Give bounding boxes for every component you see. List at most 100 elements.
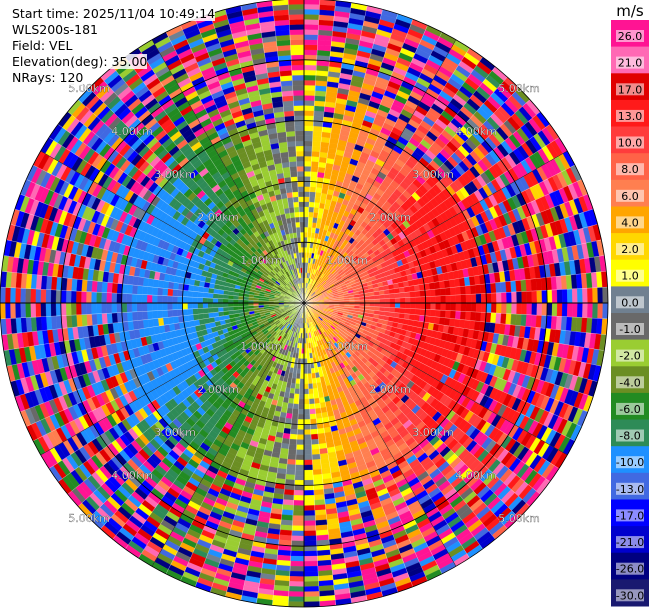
velocity-gate	[369, 302, 376, 307]
velocity-gate	[303, 150, 313, 157]
velocity-gate	[287, 448, 297, 455]
velocity-gate	[308, 388, 314, 395]
velocity-gate	[303, 110, 315, 116]
velocity-gate	[420, 302, 426, 310]
velocity-gate	[465, 294, 472, 304]
velocity-gate	[303, 221, 309, 228]
velocity-gate	[282, 499, 294, 506]
velocity-gate	[405, 302, 411, 309]
velocity-gate	[303, 520, 316, 527]
velocity-gate	[541, 302, 548, 316]
velocity-gate	[506, 302, 512, 315]
velocity-gate	[465, 285, 472, 295]
velocity-gate	[294, 485, 305, 491]
velocity-gate	[303, 565, 319, 572]
velocity-gate	[566, 288, 573, 304]
velocity-gate	[602, 302, 609, 320]
velocity-gate	[285, 412, 293, 420]
velocity-gate	[379, 298, 386, 304]
velocity-gate	[399, 292, 406, 299]
velocity-gate	[289, 433, 298, 440]
velocity-gate	[364, 299, 371, 304]
velocity-gate	[546, 302, 553, 317]
velocity-gate	[286, 464, 296, 471]
velocity-gate	[298, 398, 305, 405]
velocity-gate	[290, 428, 298, 435]
velocity-gate	[303, 368, 308, 375]
velocity-gate	[303, 576, 319, 582]
velocity-gate	[303, 140, 313, 147]
velocity-gate	[303, 216, 309, 223]
velocity-gate	[490, 312, 497, 324]
velocity-gate	[292, 505, 305, 511]
velocity-gate	[495, 312, 502, 324]
velocity-gate	[283, 494, 295, 501]
velocity-gate	[286, 459, 296, 466]
velocity-gate	[449, 310, 456, 320]
velocity-gate	[303, 95, 316, 101]
velocity-gate	[405, 297, 411, 304]
velocity-gate	[399, 297, 406, 304]
velocity-gate	[303, 424, 311, 430]
velocity-gate	[303, 363, 308, 370]
velocity-gate	[303, 439, 312, 446]
velocity-gate	[303, 196, 310, 202]
velocity-gate	[455, 286, 462, 296]
velocity-gate	[290, 555, 305, 562]
velocity-gate	[315, 412, 323, 420]
velocity-gate	[408, 313, 416, 321]
velocity-gate	[303, 39, 318, 46]
velocity-gate	[311, 448, 321, 455]
velocity-gate	[303, 29, 319, 35]
velocity-gate	[308, 216, 314, 223]
velocity-gate	[303, 464, 313, 471]
velocity-gate	[577, 288, 583, 304]
velocity-gate	[496, 292, 502, 304]
velocity-gate	[289, 581, 305, 587]
velocity-gate	[303, 500, 315, 506]
velocity-gate	[303, 398, 310, 405]
velocity-gate	[294, 474, 305, 481]
velocity-gate	[310, 166, 319, 173]
velocity-gate	[285, 474, 296, 481]
velocity-gate	[389, 293, 396, 299]
velocity-gate	[293, 398, 300, 405]
velocity-gate	[526, 302, 533, 316]
velocity-gate	[410, 297, 416, 304]
velocity-gate	[434, 309, 441, 318]
velocity-gate	[303, 191, 310, 197]
velocity-gate	[294, 469, 305, 476]
velocity-gate	[602, 286, 609, 304]
velocity-gate	[312, 140, 322, 147]
velocity-gate	[450, 302, 457, 312]
velocity-gate	[289, 565, 305, 572]
velocity-gate	[414, 308, 421, 316]
velocity-gate	[303, 495, 315, 501]
velocity-gate	[296, 444, 305, 451]
velocity-gate	[303, 186, 311, 192]
velocity-gate	[292, 403, 299, 410]
velocity-gate	[303, 586, 320, 592]
velocity-gate	[465, 311, 472, 321]
velocity-gate	[303, 525, 317, 532]
velocity-gate	[429, 309, 436, 317]
velocity-gate	[475, 284, 482, 295]
velocity-gate	[536, 290, 543, 304]
velocity-gate	[403, 313, 410, 320]
velocity-gate	[303, 145, 313, 152]
velocity-gate	[297, 424, 305, 430]
velocity-gate	[290, 560, 305, 567]
velocity-gate	[298, 409, 305, 415]
velocity-gate	[308, 206, 315, 213]
velocity-gate	[287, 454, 297, 461]
velocity-gate	[294, 479, 305, 486]
velocity-gate	[303, 44, 318, 51]
velocity-gate	[311, 151, 321, 158]
velocity-gate	[296, 429, 305, 435]
velocity-gate	[592, 287, 599, 304]
velocity-gate	[419, 308, 426, 316]
velocity-gate	[480, 302, 487, 313]
velocity-gate	[439, 310, 446, 318]
velocity-gate	[430, 302, 436, 311]
velocity-gate	[310, 428, 318, 435]
